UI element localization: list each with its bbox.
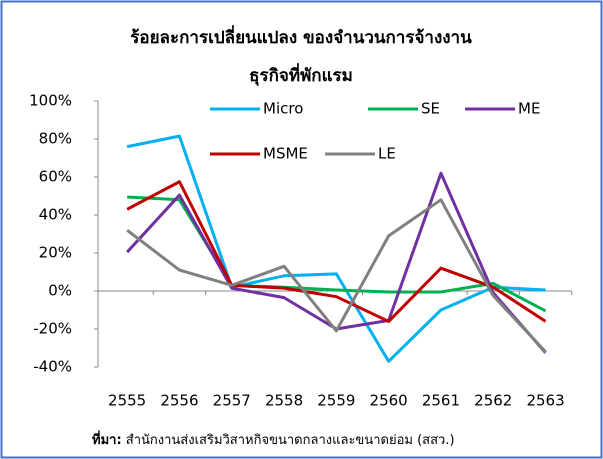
y-tick-label: -20% — [33, 320, 72, 338]
x-tick-label: 2558 — [265, 392, 303, 410]
x-tick-label: 2563 — [526, 392, 564, 410]
chart-title: ร้อยละการเปลี่ยนแปลง ของจำนวนการจ้างงาน — [130, 25, 472, 48]
y-tick-label: 80% — [39, 130, 72, 148]
x-tick-label: 2556 — [160, 392, 198, 410]
y-tick-label: 60% — [39, 168, 72, 186]
source-label: ที่มา: — [92, 430, 122, 448]
chart-title: ธุรกิจที่พักแรม — [249, 63, 353, 86]
data-line — [126, 198, 547, 353]
source-text: สำนักงานส่งเสริมวิสาหกิจขนาดกลางและขนาดย… — [122, 433, 455, 448]
x-tick-label: 2560 — [370, 392, 408, 410]
y-tick-label: 0% — [48, 282, 72, 300]
x-tick-label: 2562 — [474, 392, 512, 410]
x-tick-label: 2555 — [108, 392, 146, 410]
legend-label: SE — [421, 100, 440, 118]
y-tick-label: -40% — [33, 358, 72, 376]
legend-label: LE — [378, 145, 396, 163]
data-line — [126, 134, 546, 363]
source-note: ที่มา: สำนักงานส่งเสริมวิสาหกิจขนาดกลางแ… — [92, 430, 455, 448]
legend-label: Micro — [263, 100, 303, 118]
legend-label: MSME — [263, 145, 308, 163]
data-line — [126, 180, 547, 323]
y-tick-label: 40% — [39, 206, 72, 224]
y-tick-label: 20% — [39, 244, 72, 262]
x-tick-label: 2557 — [213, 392, 251, 410]
y-tick-label: 100% — [29, 92, 72, 110]
x-tick-label: 2561 — [422, 392, 460, 410]
x-tick-label: 2559 — [317, 392, 355, 410]
legend-label: ME — [518, 100, 540, 118]
